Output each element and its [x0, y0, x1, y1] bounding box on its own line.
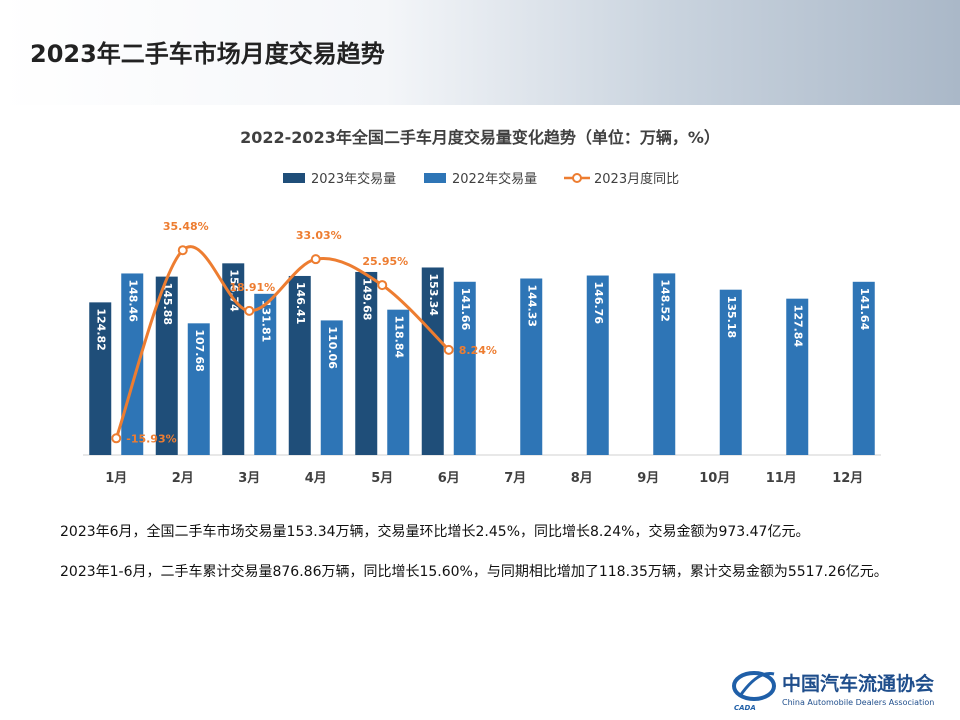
slide-title: 2023年二手车市场月度交易趋势: [30, 40, 385, 68]
x-tick-label: 2月: [172, 471, 194, 486]
bar: [222, 263, 245, 455]
bar-value-label: 148.46: [126, 279, 139, 322]
chart-title: 2022-2023年全国二手车月度交易量变化趋势（单位：万辆，%）: [240, 128, 720, 147]
bar-value-label: 145.88: [161, 283, 174, 325]
logo-name: 中国汽车流通协会: [782, 672, 934, 695]
bar-value-label: 110.06: [326, 326, 339, 369]
bar: [320, 320, 343, 455]
bar: [786, 298, 809, 455]
bar: [653, 273, 676, 455]
bar: [254, 293, 277, 455]
paragraph: 2023年1-6月，二手车累计交易量876.86万辆，同比增长15.60%，与同…: [60, 564, 888, 580]
bar-value-label: 148.52: [658, 279, 671, 321]
legend-swatch: [283, 173, 305, 183]
bar: [719, 289, 742, 455]
bar: [421, 267, 444, 455]
line-value-label: 18.91%: [229, 281, 275, 294]
line-marker: [177, 245, 188, 256]
line-value-label: -15.93%: [126, 432, 176, 445]
x-tick-label: 5月: [371, 471, 393, 486]
bar: [288, 275, 311, 455]
bar-value-label: 107.68: [193, 329, 206, 371]
bar-value-label: 144.33: [525, 285, 538, 327]
bar: [187, 323, 210, 455]
line-marker: [377, 280, 388, 291]
line-marker: [244, 305, 255, 316]
legend-label: 2022年交易量: [452, 171, 537, 187]
legend-swatch: [572, 173, 582, 183]
legend-swatch: [424, 173, 446, 183]
logo-icon: [732, 671, 776, 701]
logo-english: China Automobile Dealers Association: [782, 698, 934, 707]
bar-value-label: 118.84: [392, 316, 405, 359]
bar-value-label: 131.81: [259, 300, 272, 342]
body-text: 2023年6月，全国二手车市场交易量153.34万辆，交易量环比增长2.45%，…: [60, 512, 895, 592]
bar: [586, 275, 609, 455]
header-band: [0, 0, 960, 105]
x-tick-label: 9月: [637, 471, 659, 486]
logo-abbr: CADA: [734, 704, 756, 712]
chart: 2022-2023年全国二手车月度交易量变化趋势（单位：万辆，%） 2023年交…: [83, 128, 881, 486]
legend-label: 2023年交易量: [311, 171, 396, 187]
x-tick-label: 10月: [699, 471, 730, 486]
logo: CADA 中国汽车流通协会 China Automobile Dealers A…: [732, 671, 934, 712]
bar-value-label: 127.84: [791, 305, 804, 348]
x-tick-label: 6月: [438, 471, 460, 486]
x-tick-label: 4月: [305, 471, 327, 486]
bar-value-label: 124.82: [94, 308, 107, 350]
line-value-label: 8.24%: [459, 344, 497, 357]
bar-value-label: 146.41: [294, 282, 307, 324]
bar: [355, 271, 378, 455]
bar: [89, 302, 112, 455]
bar-value-label: 153.34: [427, 273, 440, 316]
bar-value-label: 135.18: [725, 296, 738, 338]
x-tick-label: 3月: [238, 471, 260, 486]
legend-label: 2023月度同比: [594, 171, 679, 187]
bar: [520, 278, 543, 455]
bar-value-label: 149.68: [360, 278, 373, 320]
bar-value-label: 141.64: [858, 288, 871, 331]
bar-value-label: 146.76: [592, 282, 605, 325]
line-marker: [443, 344, 454, 355]
x-tick-label: 1月: [105, 471, 127, 486]
line-marker: [111, 433, 122, 444]
line-value-label: 35.48%: [163, 220, 209, 233]
line-value-label: 25.95%: [362, 255, 408, 268]
x-tick-label: 11月: [766, 471, 797, 486]
line-value-label: 33.03%: [296, 229, 342, 242]
bar: [387, 309, 410, 455]
bar: [121, 273, 144, 455]
logo-icon: [738, 671, 775, 697]
bar: [453, 281, 476, 455]
x-tick-label: 7月: [504, 471, 526, 486]
bar-value-label: 141.66: [459, 288, 472, 331]
x-tick-label: 8月: [571, 471, 593, 486]
x-tick-label: 12月: [832, 471, 863, 486]
bar: [852, 281, 875, 455]
bar: [155, 276, 178, 455]
line-marker: [310, 254, 321, 265]
paragraph: 2023年6月，全国二手车市场交易量153.34万辆，交易量环比增长2.45%，…: [60, 524, 810, 540]
